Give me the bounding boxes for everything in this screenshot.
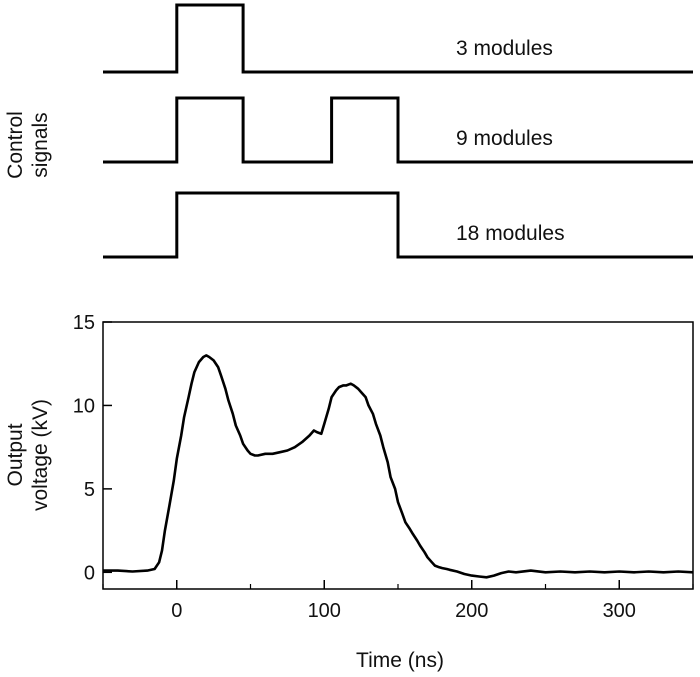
- x-tick-label: 300: [603, 600, 636, 622]
- x-axis-title: Time (ns): [356, 649, 444, 672]
- signal-traces: 3 modules 9 modules 18 modules: [103, 3, 693, 259]
- control-signals-panel: Control signals 3 modules 9 modules 18 mod…: [4, 3, 693, 259]
- axis-ticks: 0 100 200 300 0 5 10 15: [73, 312, 694, 622]
- y-tick-label: 10: [73, 395, 95, 417]
- y-axis-title-line1: Output: [4, 423, 27, 486]
- control-ylabel-line1: Control: [4, 111, 27, 179]
- y-axis-title-line2: voltage (kV): [29, 399, 52, 511]
- control-signal-label: 9 modules: [456, 127, 553, 150]
- plot-frame: [102, 321, 694, 590]
- x-tick-label: 100: [308, 600, 341, 622]
- x-tick-label: 200: [455, 600, 488, 622]
- control-ylabel-line2: signals: [29, 112, 52, 177]
- y-tick-label: 0: [84, 562, 95, 584]
- control-signal-label: 18 modules: [456, 222, 565, 245]
- control-signal-label: 3 modules: [456, 37, 553, 60]
- voltage-plot: 0 100 200 300 0 5 10 15 Output voltage (kV) Tim…: [4, 312, 694, 672]
- control-signal-trace: [103, 3, 693, 74]
- y-tick-label: 5: [84, 479, 95, 501]
- control-signal-trace: [103, 96, 693, 164]
- control-signal-trace: [103, 191, 693, 259]
- voltage-trace: [103, 354, 694, 579]
- x-tick-label: 0: [171, 600, 182, 622]
- y-tick-label: 15: [73, 312, 95, 334]
